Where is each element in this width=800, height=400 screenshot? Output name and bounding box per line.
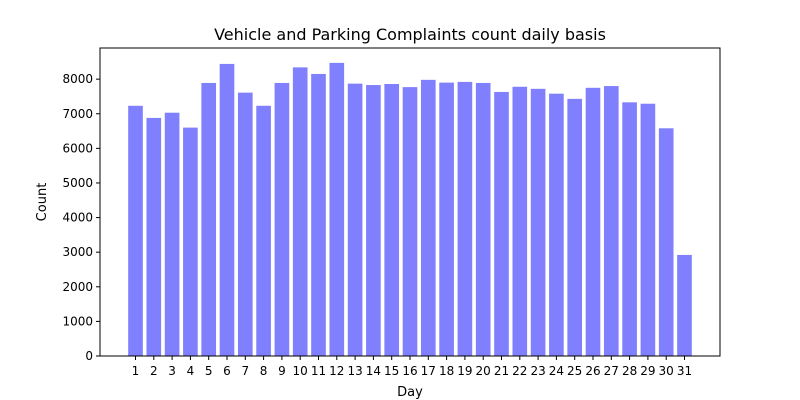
bar-day-2 bbox=[146, 117, 162, 356]
chart-title: Vehicle and Parking Complaints count dai… bbox=[214, 25, 606, 44]
y-axis: 0 1000 2000 3000 4000 5000 6000 7000 8000 bbox=[62, 72, 100, 363]
bar-day-31 bbox=[677, 254, 692, 356]
y-axis-label: Count bbox=[35, 183, 50, 222]
bar-day-21 bbox=[494, 91, 509, 356]
bar-day-27 bbox=[603, 86, 619, 356]
x-axis-label: Day bbox=[397, 385, 423, 400]
x-tick-label: 17 bbox=[421, 364, 436, 378]
bar-day-11 bbox=[311, 73, 326, 357]
x-tick-label: 6 bbox=[223, 364, 231, 378]
bar-day-28 bbox=[622, 102, 637, 356]
x-tick-label: 8 bbox=[260, 364, 268, 378]
x-tick-label: 29 bbox=[640, 364, 655, 378]
bar-day-6 bbox=[219, 63, 235, 357]
x-tick-label: 10 bbox=[293, 364, 308, 378]
x-tick-label: 15 bbox=[384, 364, 399, 378]
x-tick-label: 26 bbox=[585, 364, 600, 378]
y-tick-label: 0 bbox=[85, 349, 93, 363]
x-tick-label: 22 bbox=[512, 364, 527, 378]
x-tick-label: 11 bbox=[311, 364, 326, 378]
y-tick-label: 6000 bbox=[62, 141, 93, 155]
x-tick-label: 3 bbox=[168, 364, 176, 378]
bar-day-22 bbox=[512, 86, 528, 356]
x-tick-label: 9 bbox=[278, 364, 286, 378]
x-tick-label: 19 bbox=[457, 364, 472, 378]
bars-group bbox=[128, 62, 692, 357]
bar-day-12 bbox=[329, 62, 345, 356]
x-tick-label: 30 bbox=[659, 364, 674, 378]
bar-day-20 bbox=[475, 82, 491, 356]
x-tick-label: 14 bbox=[366, 364, 381, 378]
bar-day-8 bbox=[256, 105, 271, 356]
bar-day-30 bbox=[658, 128, 674, 356]
bar-day-3 bbox=[164, 112, 180, 357]
bar-day-4 bbox=[183, 127, 198, 356]
x-tick-label: 4 bbox=[187, 364, 195, 378]
y-tick-label: 2000 bbox=[62, 280, 93, 294]
y-tick-label: 7000 bbox=[62, 107, 93, 121]
bar-day-5 bbox=[201, 82, 217, 356]
bar-day-17 bbox=[420, 79, 436, 356]
y-tick-label: 4000 bbox=[62, 211, 93, 225]
bar-day-10 bbox=[292, 67, 308, 356]
x-tick-label: 5 bbox=[205, 364, 213, 378]
bar-day-14 bbox=[366, 85, 381, 356]
bar-day-16 bbox=[402, 87, 418, 357]
x-tick-label: 21 bbox=[494, 364, 509, 378]
x-axis: 1 2 3 4 5 6 7 8 9 10 11 12 13 14 15 16 17 18 19 20 21 22 23 24 2… bbox=[132, 356, 692, 378]
x-tick-label: 31 bbox=[677, 364, 692, 378]
bar-day-19 bbox=[457, 81, 473, 356]
x-tick-label: 2 bbox=[150, 364, 158, 378]
x-tick-label: 16 bbox=[402, 364, 417, 378]
x-tick-label: 7 bbox=[241, 364, 249, 378]
x-tick-label: 25 bbox=[567, 364, 582, 378]
x-tick-label: 23 bbox=[530, 364, 545, 378]
bar-day-15 bbox=[384, 83, 400, 357]
bar-day-29 bbox=[640, 103, 656, 356]
bar-day-1 bbox=[128, 105, 143, 356]
y-tick-label: 5000 bbox=[62, 176, 93, 190]
x-tick-label: 20 bbox=[476, 364, 491, 378]
bar-day-7 bbox=[237, 92, 253, 356]
bar-day-23 bbox=[530, 88, 546, 356]
bar-day-25 bbox=[567, 98, 583, 357]
y-tick-label: 1000 bbox=[62, 314, 93, 328]
x-tick-label: 27 bbox=[604, 364, 619, 378]
plot-frame bbox=[99, 47, 721, 357]
bar-day-13 bbox=[347, 83, 363, 356]
bar-day-18 bbox=[439, 82, 454, 357]
x-tick-label: 1 bbox=[132, 364, 140, 378]
bar-day-26 bbox=[585, 87, 601, 357]
x-tick-label: 18 bbox=[439, 364, 454, 378]
bar-day-9 bbox=[274, 82, 290, 356]
x-tick-label: 28 bbox=[622, 364, 637, 378]
x-tick-label: 13 bbox=[347, 364, 362, 378]
y-tick-label: 3000 bbox=[62, 245, 93, 259]
y-tick-label: 8000 bbox=[62, 72, 93, 86]
x-tick-label: 12 bbox=[329, 364, 344, 378]
bar-day-24 bbox=[549, 93, 564, 357]
x-tick-label: 24 bbox=[549, 364, 564, 378]
